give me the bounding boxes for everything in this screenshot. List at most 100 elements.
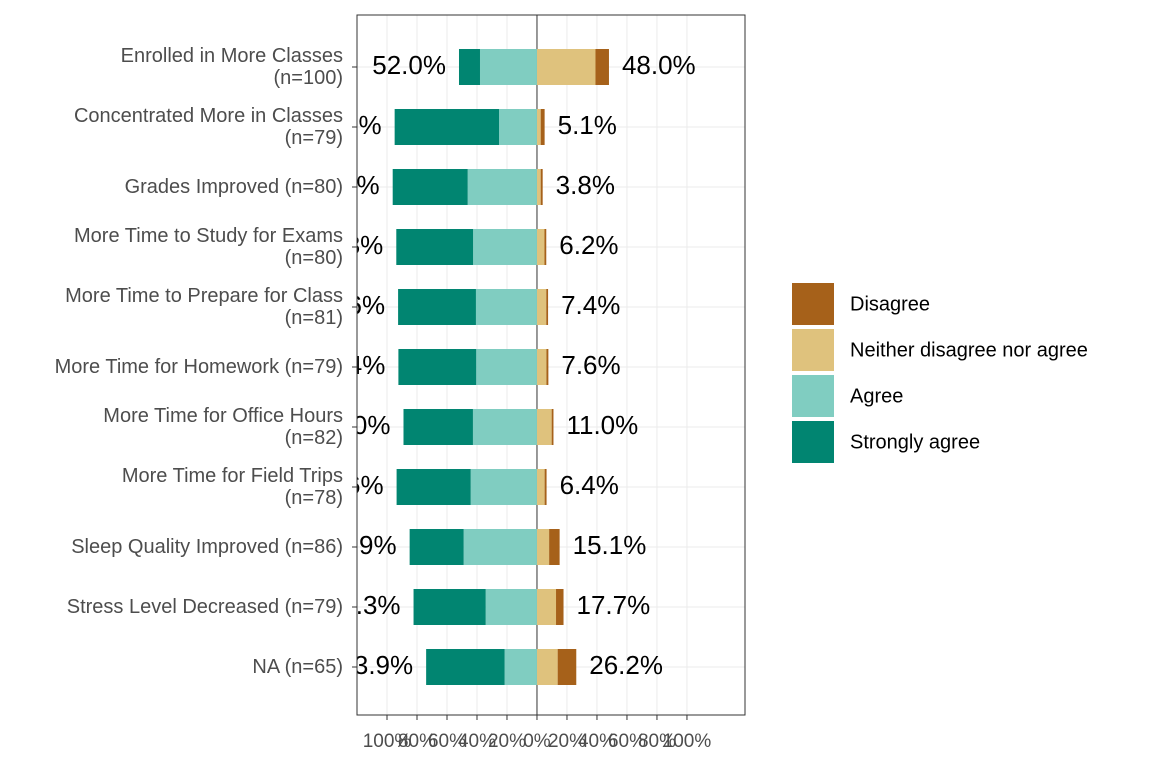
bar-segment [551,409,554,445]
bar-segment [536,289,547,325]
bar-segment [536,109,541,145]
bar-segment [476,349,537,385]
bar-segment [536,169,541,205]
bar-segment [396,229,474,265]
bar-segment [409,529,464,565]
right-total-label: 6.2% [559,230,618,260]
bar-segment [546,349,549,385]
bar-segment [479,49,537,85]
legend-label: Strongly agree [850,431,980,453]
right-total-label: 5.1% [558,110,617,140]
right-total-label: 11.0% [566,410,638,440]
bar-segment [398,289,476,325]
legend-label: Neither disagree nor agree [850,339,1088,361]
bar-segment [595,49,609,85]
bar-segment [403,409,473,445]
bar-segment [536,349,547,385]
legend-swatch [792,329,834,371]
bar-segment [557,649,577,685]
legend: Disagree Neither disagree nor agree Agree S… [792,283,1088,463]
bar-segment [485,589,537,625]
category-label: Grades Improved (n=80) [124,176,343,198]
legend-swatch [792,283,834,325]
left-total-label: 92.6% [311,290,385,320]
category-label: More Time to Prepare for Class (n=81) [65,285,343,329]
left-total-label: 96.2% [306,170,380,200]
x-tick-label: 60% [608,731,646,752]
bar-segment [536,649,558,685]
bar-segment [536,529,550,565]
bar-segment [536,469,545,505]
bar-segment [392,169,468,205]
bar-segment [467,169,537,205]
right-total-label: 17.7% [577,590,651,620]
category-label: More Time to Study for Exams (n=80) [74,225,343,269]
x-tick-label: 20% [548,731,586,752]
left-total-label: 73.9% [339,650,413,680]
left-total-label: 52.0% [372,50,446,80]
bar-segment [544,229,547,265]
bar-segment [556,589,564,625]
bar-segment [426,649,505,685]
legend-swatch [792,421,834,463]
legend-swatch [792,375,834,417]
x-tick-label: 100% [663,731,712,752]
panel-border [356,14,746,716]
bar-segment [394,109,500,145]
legend-label: Agree [850,385,903,407]
category-label: More Time for Field Trips (n=78) [121,465,343,509]
x-tick-label: 60% [428,731,466,752]
bars [392,49,609,685]
x-tick-label: 40% [458,731,496,752]
bar-segment [544,469,547,505]
bar-segment [504,649,537,685]
right-total-label: 26.2% [589,650,663,680]
right-total-label: 48.0% [622,50,696,80]
right-total-label: 3.8% [556,170,615,200]
left-total-label: 93.8% [310,230,384,260]
bar-segment [473,229,537,265]
axis: 100%80%60%40%20%0%20%40%60%80%100% [352,66,712,752]
bar-segment [546,289,549,325]
left-total-label: 93.6% [310,470,384,500]
bar-segment [463,529,537,565]
x-tick-label: 0% [523,731,551,752]
legend-label: Disagree [850,293,930,315]
bar-segment [536,589,557,625]
category-label: More Time for Homework (n=79) [54,356,343,378]
bar-segment [396,469,471,505]
bar-segment [413,589,486,625]
category-label: NA (n=65) [252,656,343,678]
x-tick-label: 80% [638,731,676,752]
bar-segment [536,229,545,265]
bar-segment [398,349,477,385]
right-total-label: 15.1% [573,530,647,560]
category-label: Enrolled in More Classes (n=100) [120,45,343,89]
bar-segment [549,529,560,565]
bar-segment [540,169,543,205]
right-total-label: 7.4% [561,290,620,320]
right-total-label: 7.6% [561,350,620,380]
category-label: Concentrated More in Classes (n=79) [73,105,343,149]
bar-segment [470,469,537,505]
category-label: Sleep Quality Improved (n=86) [71,536,343,558]
category-label: Stress Level Decreased (n=79) [66,596,343,618]
bar-segment [458,49,480,85]
bar-segment [540,109,545,145]
left-total-label: 82.3% [327,590,401,620]
left-total-label: 94.9% [308,110,382,140]
bar-segment [536,409,552,445]
category-label: More Time for Office Hours (n=82) [103,405,343,449]
bar-segment [536,49,596,85]
x-tick-label: 100% [363,731,412,752]
left-total-label: 89.0% [317,410,391,440]
bar-segment [475,289,537,325]
right-total-label: 6.4% [560,470,619,500]
bar-labels: 52.0% 48.0% 94.9% 5.1% 96.2% 3.8% 93.8% 6.2% 92.… [306,50,696,680]
x-tick-label: 20% [488,731,526,752]
left-total-label: 92.4% [312,350,386,380]
bar-segment [472,409,537,445]
x-tick-label: 80% [398,731,436,752]
